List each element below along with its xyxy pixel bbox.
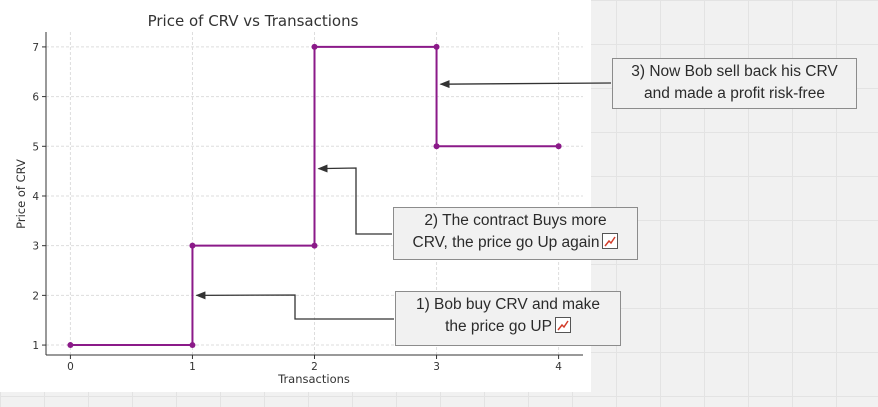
callout-bob-sell: 3) Now Bob sell back his CRV and made a … <box>612 58 857 109</box>
x-axis-label: Transactions <box>277 372 350 386</box>
chart-increasing-icon <box>554 317 571 333</box>
x-tick-label: 1 <box>189 361 196 373</box>
arrow-callout-3 <box>439 80 612 89</box>
callout-1-line1: 1) Bob buy CRV and make <box>415 296 601 313</box>
tick-labels: 0 1 2 3 4 1 2 3 4 5 6 7 <box>32 42 562 373</box>
data-point <box>189 342 196 349</box>
data-point <box>433 143 440 150</box>
x-tick-label: 0 <box>67 361 74 373</box>
annotation-arrows <box>195 80 612 320</box>
chart-increasing-icon <box>602 233 619 249</box>
callout-2-line2: CRV, the price go Up again <box>412 234 600 251</box>
x-tick-label: 3 <box>433 361 440 373</box>
callout-bob-buy: 1) Bob buy CRV and make the price go UP <box>395 291 621 346</box>
callout-3-line1: 3) Now Bob sell back his CRV <box>631 63 838 80</box>
price-line <box>70 45 559 347</box>
data-point <box>189 242 196 249</box>
data-point <box>555 143 562 150</box>
y-tick-label: 7 <box>32 42 39 54</box>
data-point <box>311 43 318 50</box>
callout-3-line2: and made a profit risk-free <box>644 85 825 102</box>
y-axis-label: Price of CRV <box>14 159 28 229</box>
callout-contract-buys: 2) The contract Buys more CRV, the price… <box>393 207 638 260</box>
y-tick-label: 1 <box>32 340 39 352</box>
y-tick-label: 4 <box>32 191 39 203</box>
callout-1-line2: the price go UP <box>445 318 552 335</box>
price-series <box>67 43 562 349</box>
arrow-callout-2 <box>317 164 392 235</box>
arrow-callout-1 <box>195 291 394 320</box>
data-point <box>433 43 440 50</box>
chart-title: Price of CRV vs Transactions <box>148 12 359 30</box>
y-tick-label: 6 <box>32 92 39 104</box>
data-point <box>67 342 74 349</box>
y-tick-label: 3 <box>32 241 39 253</box>
data-point <box>311 242 318 249</box>
x-tick-label: 4 <box>555 361 562 373</box>
y-tick-label: 5 <box>32 141 39 153</box>
x-tick-label: 2 <box>311 361 318 373</box>
callout-2-line1: 2) The contract Buys more <box>424 212 607 229</box>
y-tick-label: 2 <box>32 290 39 302</box>
